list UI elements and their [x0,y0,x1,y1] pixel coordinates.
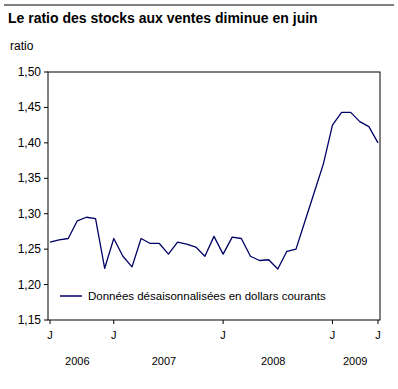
y-tick [44,320,48,321]
x-tick [50,320,51,324]
year-label: 2008 [261,355,285,367]
y-tick [44,72,48,73]
x-tick [378,320,379,324]
y-tick-label: 1,40 [18,136,42,150]
chart: Le ratio des stocks aux ventes diminue e… [0,0,398,389]
title: Le ratio des stocks aux ventes diminue e… [8,10,318,26]
y-tick [44,142,48,143]
y-tick-label: 1,35 [18,171,42,185]
y-tick-label: 1,30 [18,207,42,221]
plot-area [50,112,378,269]
x-tick [223,320,224,324]
y-tick [44,284,48,285]
y-tick-label: 1,15 [18,313,42,327]
x-tick-label: J [111,329,117,341]
year-label: 2007 [152,355,176,367]
y-axis-label: ratio [10,39,34,53]
plot-frame [48,72,380,320]
legend-label: Données désaisonnalisées en dollars cour… [88,290,326,302]
year-label: 2006 [65,355,89,367]
x-tick-label: J [220,329,226,341]
x-tick [113,320,114,324]
x-tick-label: J [330,329,336,341]
top-rule [4,5,394,6]
y-tick-label: 1,20 [18,278,42,292]
y-tick-label: 1,25 [18,242,42,256]
year-label: 2009 [343,355,367,367]
series-line [50,112,378,269]
x-tick-label: J [47,329,53,341]
y-tick [44,178,48,179]
x-tick-label: J [375,329,381,341]
y-tick-label: 1,50 [18,65,42,79]
y-tick-label: 1,45 [18,100,42,114]
y-tick [44,249,48,250]
y-tick [44,107,48,108]
legend-swatch [60,295,82,297]
y-tick [44,213,48,214]
x-tick [332,320,333,324]
